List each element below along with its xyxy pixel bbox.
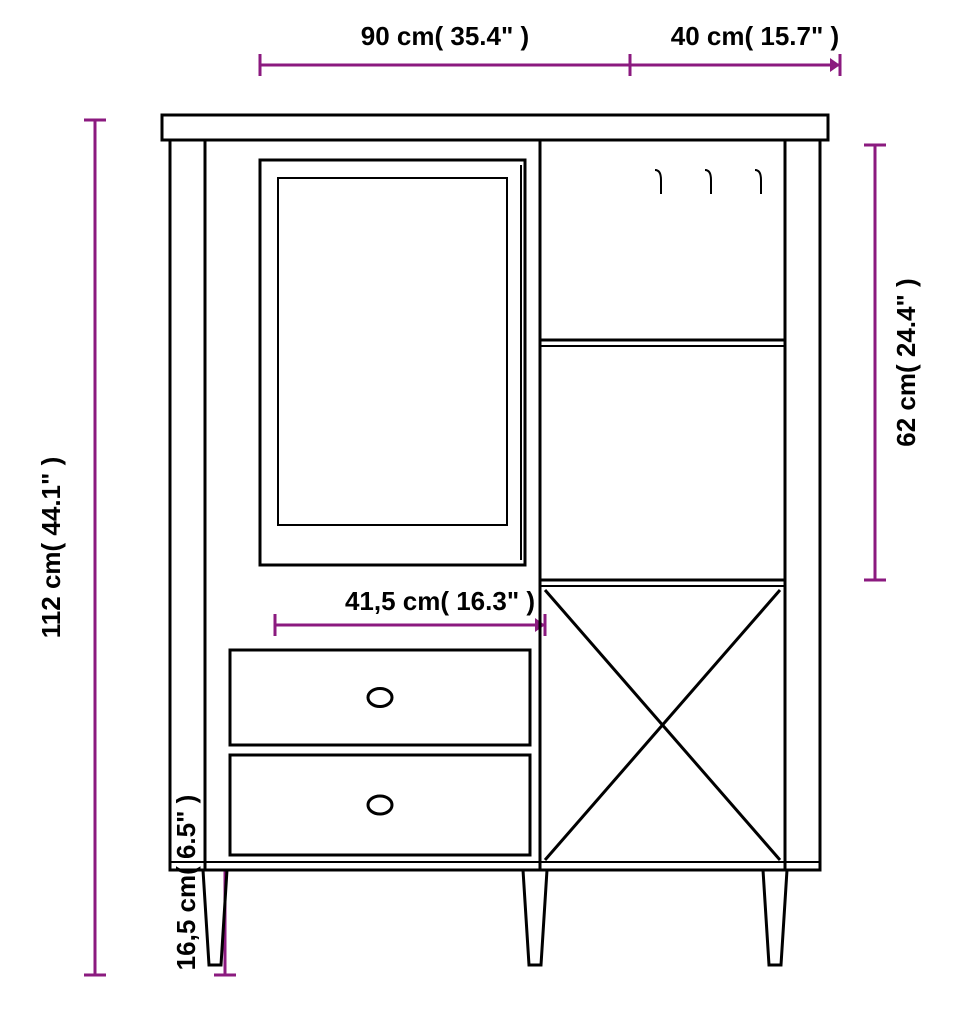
dim-label-depth: 40 cm( 15.7" ) — [671, 21, 839, 51]
dim-label-drawer-width: 41,5 cm( 16.3" ) — [345, 586, 535, 616]
dim-label-width: 90 cm( 35.4" ) — [361, 21, 529, 51]
dim-label-leg-height: 16,5 cm( 6.5" ) — [171, 795, 201, 971]
dimension-diagram: 90 cm( 35.4" ) 40 cm( 15.7" ) 112 cm( 44.1… — [0, 0, 968, 1020]
dim-label-shelf-height: 62 cm( 24.4" ) — [891, 278, 921, 446]
dim-label-height: 112 cm( 44.1" ) — [36, 457, 66, 638]
